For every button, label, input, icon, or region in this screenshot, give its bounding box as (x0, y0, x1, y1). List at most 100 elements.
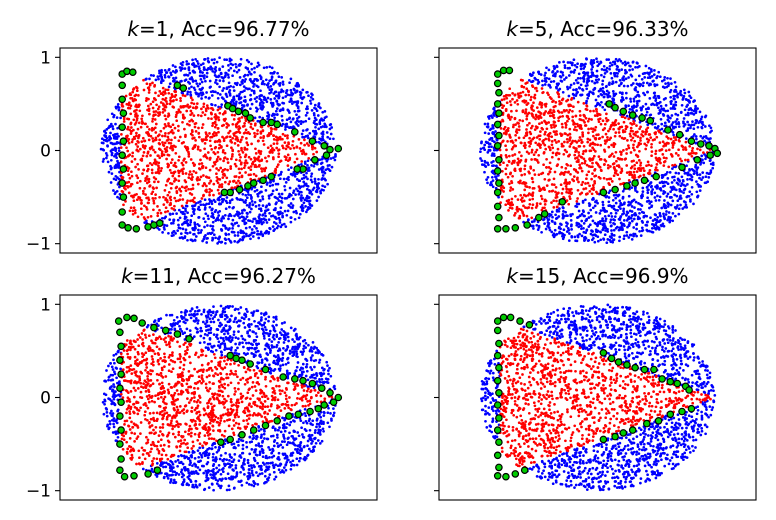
inner-point (153, 118, 157, 121)
outer-point (186, 90, 190, 94)
inner-point (229, 165, 233, 168)
outer-point (280, 88, 283, 92)
inner-point (173, 161, 177, 165)
inner-point (132, 118, 136, 122)
inner-point (295, 146, 299, 149)
outer-point (633, 206, 636, 209)
inner-point (215, 116, 218, 120)
outer-point (218, 209, 222, 213)
outer-point (694, 121, 698, 125)
outer-point (630, 213, 634, 217)
outer-point (676, 204, 679, 207)
outer-point (197, 65, 201, 68)
outer-point (583, 235, 587, 239)
inner-point (203, 147, 206, 151)
inner-point (147, 91, 151, 94)
outer-point (192, 204, 196, 208)
outer-point (241, 238, 244, 242)
outer-point (193, 223, 197, 226)
outer-point (604, 217, 608, 221)
inner-point (504, 172, 508, 176)
outer-point (232, 85, 235, 89)
outer-point (196, 222, 199, 226)
inner-point (167, 122, 170, 125)
outer-point (488, 148, 492, 152)
outer-point (224, 226, 228, 230)
outer-point (487, 132, 491, 135)
outer-point (269, 98, 273, 101)
outer-point (301, 129, 305, 132)
outer-point (532, 227, 535, 230)
outer-point (227, 76, 230, 79)
outer-point (575, 239, 579, 243)
outer-point (300, 163, 303, 166)
outer-point (575, 202, 579, 206)
outer-point (208, 205, 212, 209)
outer-point (330, 165, 334, 169)
outer-point (537, 70, 540, 74)
outer-point (689, 126, 692, 130)
outer-point (232, 89, 236, 92)
outer-point (650, 190, 654, 193)
outer-point (328, 169, 332, 173)
outer-point (326, 135, 330, 139)
inner-point (199, 149, 202, 152)
outer-point (312, 164, 316, 168)
inner-point (252, 172, 256, 176)
inner-point (550, 155, 554, 159)
inner-point (159, 211, 163, 215)
outer-point (622, 202, 626, 206)
outer-point (561, 212, 565, 216)
inner-point (165, 157, 168, 161)
outer-point (650, 226, 654, 230)
outer-point (605, 84, 608, 88)
inner-point (594, 174, 598, 178)
outer-point (307, 200, 311, 203)
inner-point (512, 123, 515, 127)
outer-point (231, 218, 235, 222)
inner-point (553, 170, 557, 174)
outer-point (297, 179, 301, 183)
inner-point (253, 156, 256, 160)
inner-point (200, 197, 204, 200)
outer-point (572, 82, 576, 85)
outer-point (289, 120, 293, 124)
outer-point (318, 118, 322, 122)
inner-point (132, 199, 136, 203)
inner-point (175, 119, 179, 123)
outer-point (210, 211, 214, 215)
inner-point (196, 113, 200, 117)
inner-point (184, 180, 188, 184)
outer-point (257, 204, 261, 207)
outer-point (270, 88, 274, 91)
outer-point (101, 141, 105, 145)
outer-point (186, 224, 190, 227)
outer-point (654, 218, 657, 221)
inner-point (650, 142, 653, 146)
outer-point (278, 109, 282, 113)
inner-point (154, 110, 158, 113)
inner-point (237, 167, 241, 171)
outer-point (292, 210, 296, 214)
outer-point (202, 77, 206, 80)
inner-point (134, 93, 138, 97)
inner-point (203, 138, 207, 141)
outer-point (587, 202, 591, 205)
inner-point (228, 135, 232, 139)
outer-point (317, 105, 321, 108)
outer-point (116, 161, 120, 165)
outer-point (607, 200, 611, 204)
outer-point (235, 70, 239, 74)
outer-point (252, 85, 255, 88)
inner-point (262, 136, 265, 140)
outer-point (629, 200, 633, 204)
outer-point (655, 76, 658, 80)
inner-point (208, 132, 211, 135)
outer-point (210, 231, 214, 235)
outer-point (106, 118, 110, 122)
misclassified-point (267, 172, 276, 181)
outer-point (248, 210, 252, 214)
outer-point (179, 232, 183, 235)
outer-point (322, 118, 326, 122)
inner-point (577, 180, 580, 184)
